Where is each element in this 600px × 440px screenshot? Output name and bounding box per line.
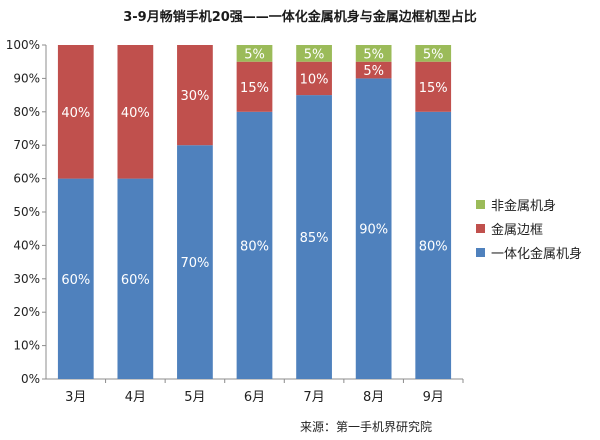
y-tick-label: 10% xyxy=(13,339,40,353)
bar-data-label: 5% xyxy=(244,47,265,62)
x-tick-label: 8月 xyxy=(363,390,384,405)
legend-label: 非金属机身 xyxy=(491,198,557,214)
chart-data-labels: 60% 40% 60% 40% 70% 30% 80% 15% 5% 85% 10% 5% 90% 5% 5… xyxy=(61,47,447,287)
bar-data-label: 30% xyxy=(180,89,209,104)
bar-data-label: 40% xyxy=(61,106,90,121)
bar-data-label: 5% xyxy=(363,47,384,62)
chart-legend: 非金属机身金属边框一体化金属机身 xyxy=(476,192,582,264)
bar-data-label: 40% xyxy=(121,106,150,121)
bar-data-label: 15% xyxy=(419,81,448,96)
bar-data-label: 80% xyxy=(240,239,269,254)
bar-data-label: 5% xyxy=(304,47,325,62)
bar-segment xyxy=(117,45,154,179)
bar-data-label: 70% xyxy=(180,256,209,271)
bar-segment xyxy=(177,145,213,379)
chart-title: 3-9月畅销手机20强——一体化金属机身与金属边框机型占比 xyxy=(123,10,477,25)
y-tick-label: 60% xyxy=(13,172,40,186)
legend-swatch xyxy=(476,199,485,209)
bar-segment xyxy=(57,178,94,379)
y-tick-label: 70% xyxy=(13,138,40,152)
legend-label: 金属边框 xyxy=(491,222,544,238)
bar-segment xyxy=(415,61,452,112)
y-tick-label: 0% xyxy=(21,372,40,386)
bar-data-label: 85% xyxy=(300,231,329,246)
y-tick-label: 30% xyxy=(13,272,40,286)
bar-data-label: 80% xyxy=(419,239,448,254)
chart-axes: 0% 10% 20% 30% 40% 50% 60% 70% 80% 90% 100% 3月 4月 5月 6… xyxy=(6,38,464,405)
bar-segment xyxy=(57,45,94,179)
bar-segment xyxy=(177,45,213,146)
y-tick-label: 20% xyxy=(13,305,40,319)
bar-data-label: 5% xyxy=(363,64,384,79)
bar-segment xyxy=(117,178,154,379)
bar-data-label: 60% xyxy=(61,273,90,288)
bar-data-label: 15% xyxy=(240,81,269,96)
bar-segment xyxy=(296,95,332,379)
bar-data-label: 5% xyxy=(423,47,444,62)
legend-item: 一体化金属机身 xyxy=(476,240,582,264)
bar-segment xyxy=(236,61,273,112)
legend-swatch xyxy=(476,223,485,233)
x-tick-label: 6月 xyxy=(244,390,265,405)
legend-label: 一体化金属机身 xyxy=(491,246,583,262)
bar-segment xyxy=(296,45,332,62)
bar-data-label: 90% xyxy=(359,223,388,238)
x-tick-label: 7月 xyxy=(303,390,324,405)
bar-segment xyxy=(296,61,332,96)
bar-data-label: 60% xyxy=(121,273,150,288)
y-tick-label: 50% xyxy=(13,205,40,219)
bar-segment xyxy=(355,45,392,62)
x-tick-label: 9月 xyxy=(423,390,444,405)
legend-item: 非金属机身 xyxy=(476,192,582,216)
x-tick-label: 5月 xyxy=(184,390,205,405)
bar-data-label: 10% xyxy=(300,72,329,87)
chart-bars xyxy=(57,45,452,380)
y-tick-label: 90% xyxy=(13,71,40,85)
bar-segment xyxy=(236,45,273,62)
y-tick-label: 100% xyxy=(6,38,40,52)
bar-segment xyxy=(236,111,273,380)
legend-item: 金属边框 xyxy=(476,216,582,240)
y-tick-label: 40% xyxy=(13,238,40,252)
x-tick-label: 3月 xyxy=(65,390,86,405)
bar-segment xyxy=(415,111,452,380)
bar-segment xyxy=(415,45,452,62)
source-note: 来源：第一手机界研究院 xyxy=(300,420,433,434)
y-tick-label: 80% xyxy=(13,105,40,119)
bar-segment xyxy=(355,78,392,380)
x-tick-label: 4月 xyxy=(125,390,146,405)
bar-segment xyxy=(355,61,392,79)
legend-swatch xyxy=(476,247,485,257)
